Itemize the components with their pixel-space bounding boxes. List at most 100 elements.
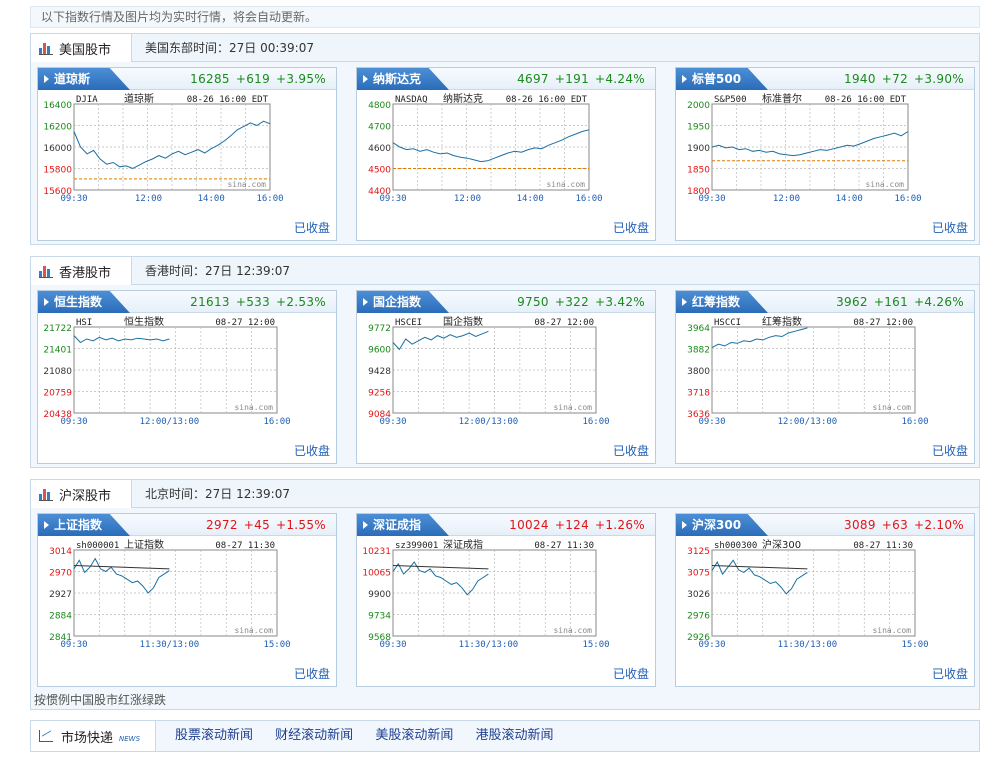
index-value: 3089 [844,518,876,532]
arrow-right-icon [44,298,49,306]
y-tick-label: 1950 [687,123,710,133]
y-tick-label: 9084 [368,410,391,420]
index-panel: 道琼斯 16285 +619 +3.95% 16400 16200 16000 15800 15… [37,67,337,241]
section-time: 北京时间：27日 12:39:07 [145,487,290,501]
index-change: +72 [881,72,909,86]
panel-header: 道琼斯 16285 +619 +3.95% [38,68,336,90]
section-title: 香港股市 [59,265,112,281]
section-cn-market: 沪深股市 北京时间：27日 12:39:07 上证指数 2972 +45 +1.55%… [30,479,980,710]
tab-us-market[interactable]: 美国股市 [31,34,132,62]
market-closed-label: 已收盘 [612,444,649,458]
index-quote: 3089 +63 +2.10% [838,514,964,536]
index-name-tab[interactable]: 国企指数 [357,291,449,313]
index-change: +161 [873,295,909,309]
panel-header: 深证成指 10024 +124 +1.26% [357,514,655,536]
tab-market-news[interactable]: 市场快递 NEWS [31,721,156,751]
index-change: +63 [881,518,909,532]
index-name-tab[interactable]: 沪深300 [676,514,768,536]
x-tick-label: 09:30 [379,194,406,204]
bar-chart-icon [39,42,53,55]
index-pct: +3.90% [914,72,964,86]
news-link-stocks[interactable]: 股票滚动新闻 [175,728,254,743]
chart-datetime: 08-27 12:00 [215,318,275,328]
y-tick-label: 9772 [368,324,391,334]
index-name-tab[interactable]: 红筹指数 [676,291,768,313]
arrow-right-icon [363,75,368,83]
tab-cn-market[interactable]: 沪深股市 [31,480,132,508]
intraday-chart[interactable]: 21722 21401 21080 20759 20438 09:30 12:00/13:0… [40,315,336,443]
price-line [711,131,909,157]
bar-chart-icon [39,265,53,278]
y-tick-label: 3718 [687,389,710,399]
chart-code: HSI [76,318,92,328]
x-tick-label: 09:30 [60,194,87,204]
index-name-tab[interactable]: 上证指数 [38,514,130,536]
index-quote: 2972 +45 +1.55% [200,514,326,536]
arrow-right-icon [363,298,368,306]
index-pct: +1.26% [595,518,645,532]
watermark: sina.com [546,180,585,189]
intraday-chart[interactable]: 3125 3075 3026 2976 2926 09:30 11:30/13:00 15:0… [678,538,974,666]
news-link-hk-stocks[interactable]: 港股滚动新闻 [475,728,554,743]
market-closed-label: 已收盘 [931,667,968,681]
y-tick-label: 2976 [687,612,710,622]
chart-datetime: 08-27 12:00 [853,318,913,328]
arrow-right-icon [682,298,687,306]
index-value: 16285 [190,72,230,86]
y-tick-label: 3964 [687,324,710,334]
y-tick-label: 21722 [43,324,72,334]
index-panel: 沪深300 3089 +63 +2.10% 3125 3075 3026 2976 2926 09… [675,513,975,687]
watermark: sina.com [553,626,592,635]
y-tick-label: 2926 [687,633,710,643]
index-name-tab[interactable]: 标普500 [676,68,768,90]
y-tick-label: 1900 [687,144,710,154]
news-links: 股票滚动新闻 财经滚动新闻 美股滚动新闻 港股滚动新闻 [175,721,571,751]
chart-code: sh000001 [76,541,119,551]
price-line [392,330,489,351]
x-tick-label: 15:00 [901,640,928,650]
y-tick-label: 2841 [49,633,72,643]
index-quote: 3962 +161 +4.26% [830,291,964,313]
intraday-chart[interactable]: 3014 2970 2927 2884 2841 09:30 11:30/13:00 15:0… [40,538,336,666]
panel-header: 国企指数 9750 +322 +3.42% [357,291,655,313]
intraday-chart[interactable]: 16400 16200 16000 15800 15600 09:30 12:00 14:00… [40,92,336,220]
section-header: 美国股市 美国东部时间：27日 00:39:07 [31,34,979,62]
intraday-chart[interactable]: 3964 3882 3800 3718 3636 09:30 12:00/13:00 16:0… [678,315,974,443]
x-tick-label: 09:30 [698,194,725,204]
y-tick-label: 1850 [687,166,710,176]
index-value: 3962 [836,295,868,309]
chart-datetime: 08-27 12:00 [534,318,594,328]
market-closed-label: 已收盘 [293,667,330,681]
y-tick-label: 3014 [49,547,72,557]
intraday-chart[interactable]: 4800 4700 4600 4500 4400 09:30 12:00 14:00 16:00… [359,92,655,220]
index-quote: 4697 +191 +4.24% [511,68,645,90]
intraday-chart[interactable]: 10231 10065 9900 9734 9568 09:30 11:30/13:00 15… [359,538,655,666]
price-line [711,327,808,349]
chart-index-name: 道琼斯 [124,92,154,105]
index-name-tab[interactable]: 纳斯达克 [357,68,449,90]
index-name-tab[interactable]: 恒生指数 [38,291,130,313]
intraday-chart[interactable]: 2000 1950 1900 1850 1800 09:30 12:00 14:00 16:00… [678,92,974,220]
news-link-finance[interactable]: 财经滚动新闻 [275,728,354,743]
index-name-tab[interactable]: 道琼斯 [38,68,130,90]
avg-price-line [73,564,170,570]
news-link-us-stocks[interactable]: 美股滚动新闻 [375,728,454,743]
chart-index-name: 红筹指数 [762,315,802,328]
chart-datetime: 08-27 11:30 [215,541,275,551]
price-line [73,335,170,344]
index-value: 4697 [517,72,549,86]
index-change: +619 [235,72,271,86]
x-tick-label: 09:30 [379,640,406,650]
index-quote: 16285 +619 +3.95% [184,68,326,90]
index-panel: 红筹指数 3962 +161 +4.26% 3964 3882 3800 3718 3636 09… [675,290,975,464]
intraday-chart[interactable]: 9772 9600 9428 9256 9084 09:30 12:00/13:00 16:0… [359,315,655,443]
index-change: +322 [554,295,590,309]
section-time: 香港时间：27日 12:39:07 [145,264,290,278]
section-title: 沪深股市 [59,488,112,504]
price-line [392,561,489,596]
index-panel: 标普500 1940 +72 +3.90% 2000 1950 1900 1850 1800 09… [675,67,975,241]
index-name-tab[interactable]: 深证成指 [357,514,449,536]
tab-hk-market[interactable]: 香港股市 [31,257,132,285]
avg-price-line [711,564,808,570]
